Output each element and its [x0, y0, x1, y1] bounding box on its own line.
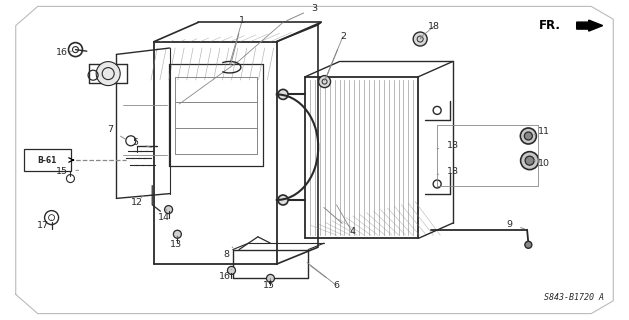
Circle shape	[267, 275, 274, 283]
Circle shape	[278, 195, 288, 205]
Text: 11: 11	[534, 127, 550, 136]
Circle shape	[413, 32, 427, 46]
Circle shape	[318, 76, 331, 88]
Text: 1: 1	[231, 16, 245, 65]
Circle shape	[165, 206, 172, 214]
Text: 5: 5	[132, 138, 152, 148]
Circle shape	[525, 241, 532, 248]
Circle shape	[520, 128, 537, 144]
Text: 6: 6	[310, 266, 340, 290]
Text: 16: 16	[55, 48, 71, 57]
Text: 10: 10	[534, 159, 550, 168]
Text: 2: 2	[326, 32, 346, 78]
Text: S843-B1720 A: S843-B1720 A	[544, 293, 604, 302]
Text: 14: 14	[157, 210, 170, 222]
Text: 4: 4	[324, 208, 355, 236]
Circle shape	[96, 61, 120, 86]
Text: 17: 17	[36, 219, 52, 230]
Text: 18: 18	[420, 22, 440, 39]
Text: 16: 16	[219, 269, 231, 281]
Text: 13: 13	[437, 141, 459, 150]
Text: 13: 13	[170, 236, 182, 249]
Circle shape	[521, 152, 538, 170]
Circle shape	[525, 132, 532, 140]
Text: 13: 13	[437, 167, 459, 176]
Text: 8: 8	[223, 247, 233, 259]
Circle shape	[278, 89, 288, 100]
Text: 15: 15	[263, 278, 276, 290]
Text: FR.: FR.	[538, 19, 560, 32]
Text: B-61: B-61	[38, 156, 57, 164]
Text: 3: 3	[287, 4, 318, 21]
Circle shape	[174, 230, 181, 238]
Text: 15: 15	[55, 167, 79, 176]
Text: 9: 9	[506, 220, 525, 229]
Circle shape	[525, 156, 534, 165]
Circle shape	[228, 266, 235, 275]
Text: 7: 7	[107, 125, 125, 139]
FancyArrow shape	[577, 20, 603, 31]
Text: 12: 12	[131, 195, 143, 207]
FancyBboxPatch shape	[23, 149, 71, 171]
